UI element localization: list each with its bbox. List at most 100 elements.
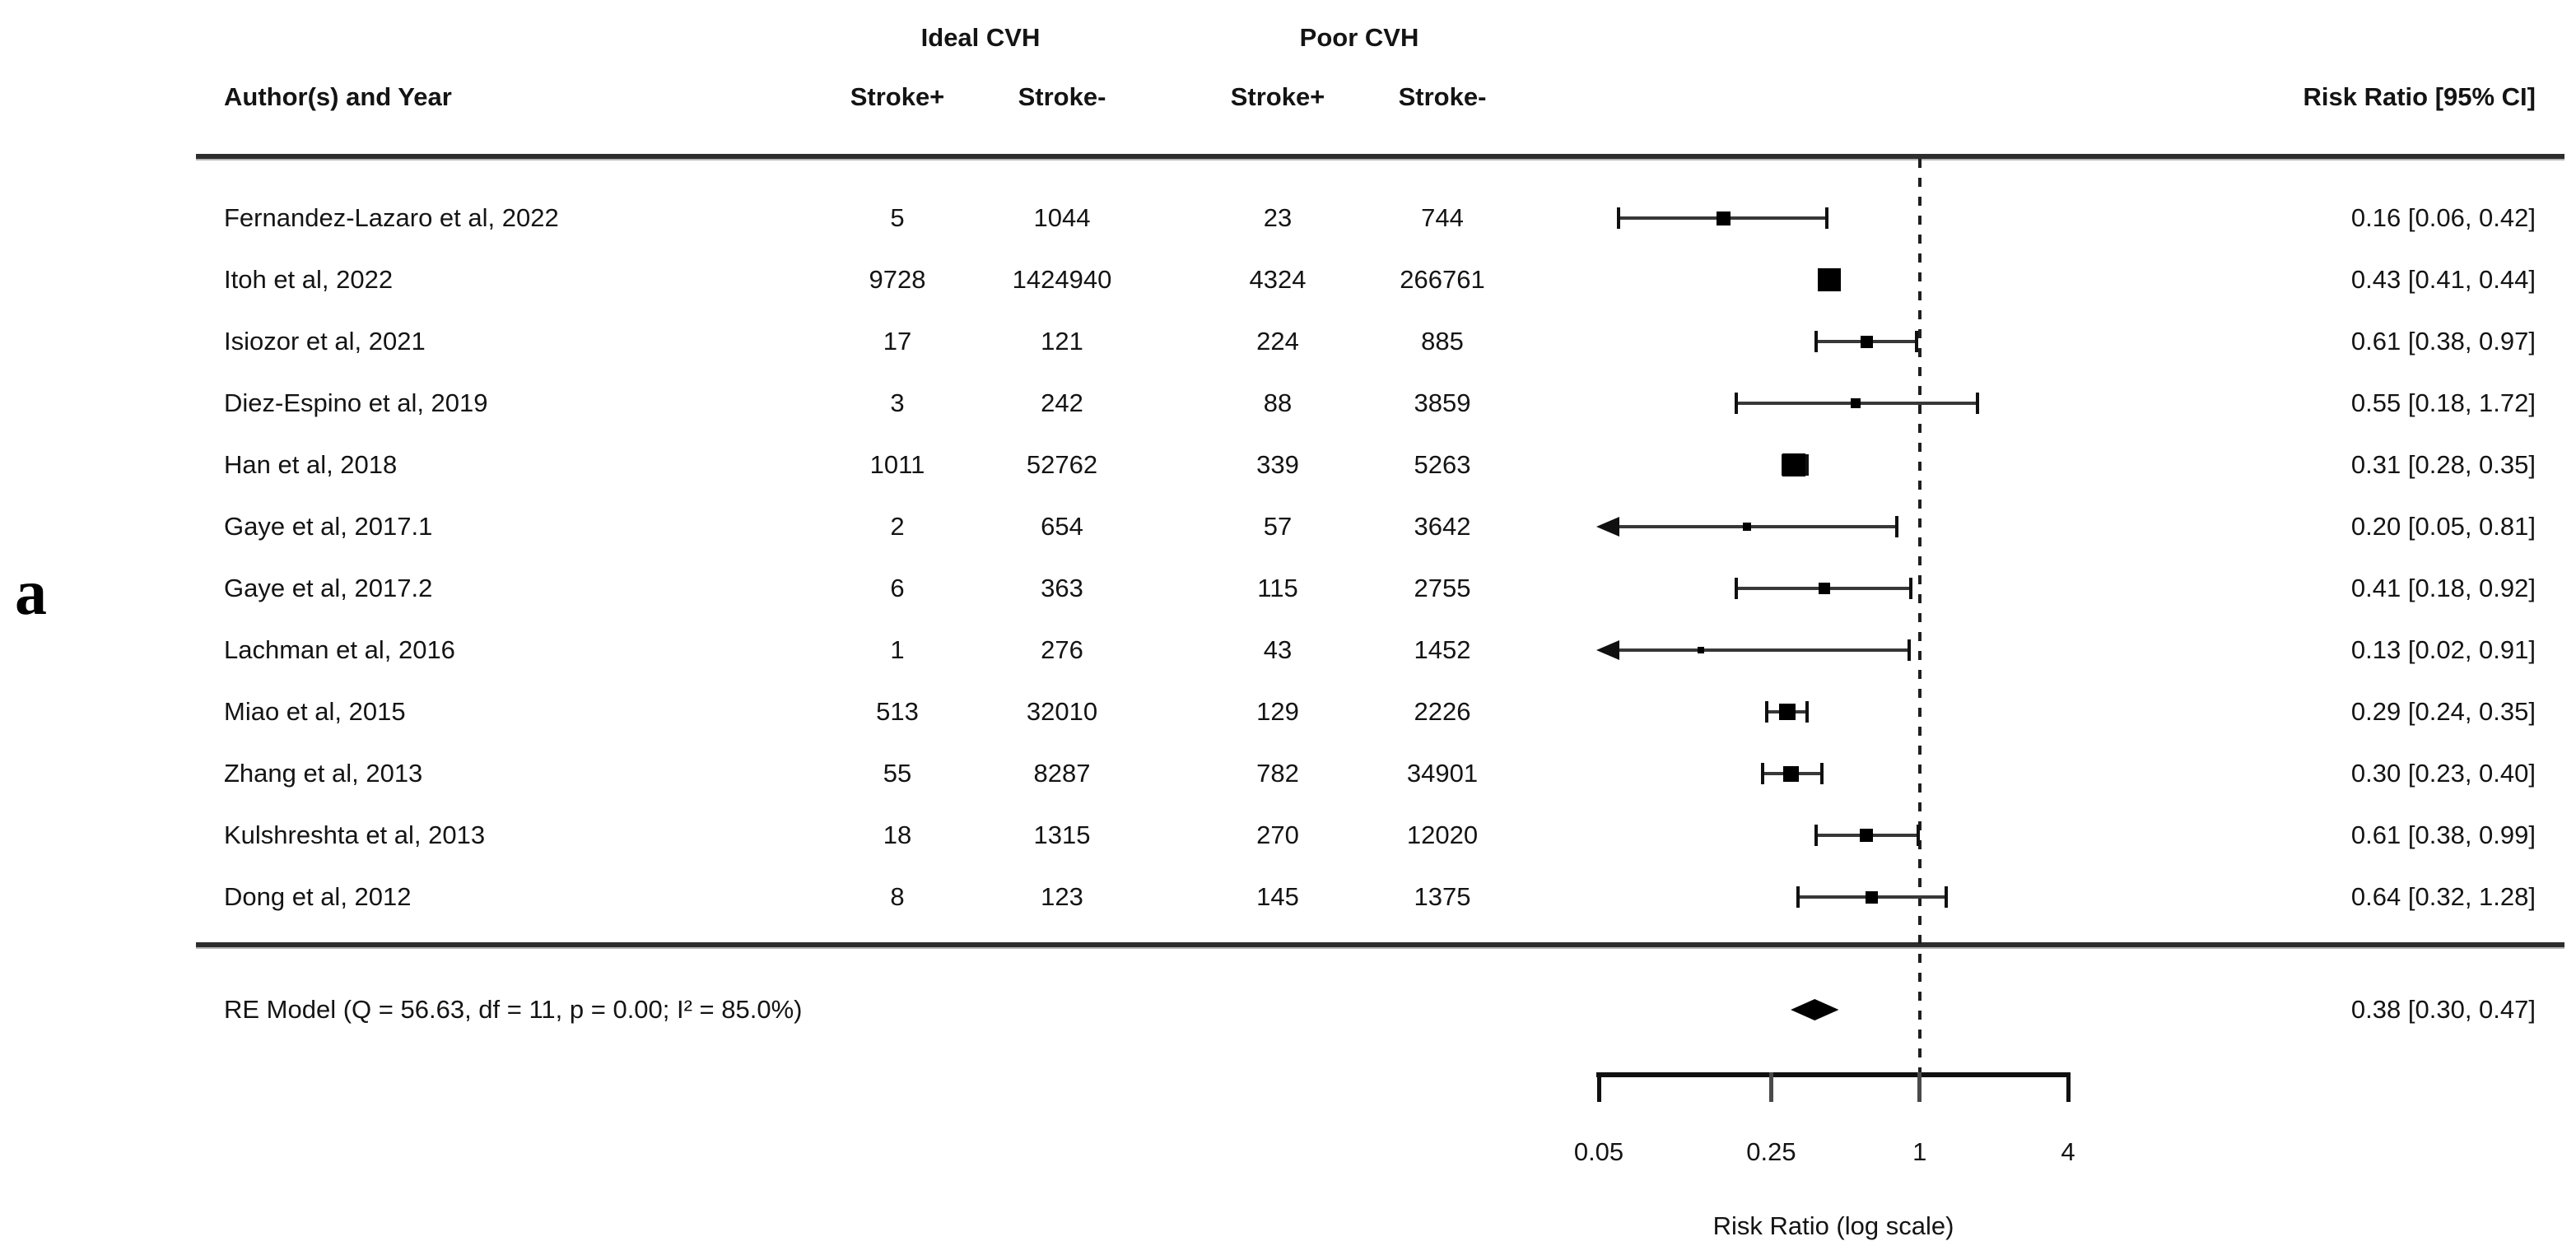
x-axis-tick: [1917, 1072, 1922, 1102]
study-poor-stroke-pos-value: 270: [1256, 820, 1299, 849]
study-ideal-stroke-neg-value: 276: [1041, 635, 1083, 664]
ci-left-cap: [1616, 207, 1620, 229]
study-poor-stroke-pos-value: 23: [1263, 203, 1293, 232]
study-risk-ratio-ci-value: 0.64 [0.32, 1.28]: [2350, 882, 2536, 911]
study-risk-ratio-ci-value: 0.31 [0.28, 0.35]: [2350, 450, 2536, 479]
summary-diamond: [1791, 999, 1839, 1020]
study-poor-stroke-neg-value: 3859: [1414, 388, 1471, 417]
study-point-estimate-square: [1743, 523, 1752, 531]
ci-left-cap: [1760, 763, 1764, 784]
study-poor-stroke-neg-value: 744: [1421, 203, 1464, 232]
ci-right-cap: [1895, 516, 1899, 537]
x-axis-tick: [1768, 1072, 1773, 1102]
study-point-estimate-square: [1860, 829, 1874, 842]
study-author-label: Diez-Espino et al, 2019: [224, 388, 488, 417]
study-ideal-stroke-neg-value: 8287: [1033, 759, 1091, 788]
study-ideal-stroke-pos-value: 2: [890, 512, 905, 541]
study-point-estimate-square: [1782, 765, 1799, 782]
column-header-author: Author(s) and Year: [224, 82, 452, 111]
study-risk-ratio-ci-value: 0.20 [0.05, 0.81]: [2350, 512, 2536, 541]
column-header-risk-ratio-ci: Risk Ratio [95% CI]: [2303, 82, 2536, 111]
ci-right-cap: [1917, 825, 1921, 846]
study-ideal-stroke-neg-value: 121: [1041, 327, 1083, 356]
study-point-estimate-square: [1866, 890, 1879, 904]
x-axis-line: [1596, 1072, 2071, 1077]
study-poor-stroke-pos-value: 339: [1256, 450, 1299, 479]
x-axis-tick-label: 0.25: [1746, 1137, 1796, 1166]
study-poor-stroke-neg-value: 1452: [1414, 635, 1471, 664]
ci-clipped-left-arrow-icon: [1596, 640, 1619, 660]
study-risk-ratio-ci-value: 0.13 [0.02, 0.91]: [2350, 635, 2536, 664]
ci-left-cap: [1814, 331, 1818, 352]
study-poor-stroke-neg-value: 266761: [1400, 265, 1485, 294]
study-ideal-stroke-pos-value: 8: [890, 882, 905, 911]
study-poor-stroke-pos-value: 145: [1256, 882, 1299, 911]
study-point-estimate-square: [1782, 453, 1806, 476]
study-ideal-stroke-pos-value: 5: [890, 203, 905, 232]
ci-left-cap: [1814, 825, 1818, 846]
study-ideal-stroke-neg-value: 52762: [1026, 450, 1098, 479]
study-ideal-stroke-pos-value: 1011: [869, 450, 925, 479]
study-ideal-stroke-pos-value: 17: [883, 327, 912, 356]
study-author-label: Itoh et al, 2022: [224, 265, 394, 294]
ci-left-cap: [1734, 578, 1738, 599]
ci-right-cap: [1805, 701, 1810, 723]
study-ideal-stroke-pos-value: 1: [890, 635, 905, 664]
study-poor-stroke-pos-value: 129: [1256, 697, 1299, 726]
ci-right-cap: [1908, 639, 1912, 661]
study-poor-stroke-pos-value: 224: [1256, 327, 1299, 356]
study-author-label: Dong et al, 2012: [224, 882, 412, 911]
x-axis-tick-label: 0.05: [1573, 1137, 1624, 1166]
study-author-label: Gaye et al, 2017.2: [224, 574, 433, 602]
x-axis-title: Risk Ratio (log scale): [1712, 1211, 1954, 1240]
ci-left-cap: [1796, 886, 1800, 908]
reference-line-rr-1: [1917, 159, 1922, 1100]
study-ideal-stroke-neg-value: 654: [1041, 512, 1083, 541]
group-header-poor-cvh: Poor CVH: [1299, 23, 1419, 52]
study-ideal-stroke-neg-value: 1424940: [1012, 265, 1112, 294]
study-ideal-stroke-pos-value: 513: [876, 697, 919, 726]
study-poor-stroke-neg-value: 3642: [1414, 512, 1471, 541]
x-axis-tick-label: 4: [2061, 1137, 2075, 1166]
ci-clipped-left-arrow-icon: [1596, 517, 1619, 537]
study-risk-ratio-ci-value: 0.43 [0.41, 0.44]: [2350, 265, 2536, 294]
study-risk-ratio-ci-value: 0.61 [0.38, 0.97]: [2350, 327, 2536, 356]
study-ideal-stroke-pos-value: 6: [890, 574, 905, 602]
column-header-ideal-stroke-pos: Stroke+: [850, 82, 945, 111]
study-author-label: Fernandez-Lazaro et al, 2022: [224, 203, 559, 232]
study-poor-stroke-pos-value: 88: [1263, 388, 1293, 417]
column-header-ideal-stroke-neg: Stroke-: [1018, 82, 1106, 111]
study-author-label: Han et al, 2018: [224, 450, 398, 479]
study-point-estimate-square: [1716, 211, 1731, 225]
study-author-label: Isiozor et al, 2021: [224, 327, 426, 356]
ci-right-cap: [1819, 763, 1824, 784]
study-author-label: Kulshreshta et al, 2013: [224, 820, 486, 849]
ci-right-cap: [1944, 886, 1948, 908]
study-risk-ratio-ci-value: 0.29 [0.24, 0.35]: [2350, 697, 2536, 726]
confidence-interval-whisker: [1615, 648, 1910, 652]
study-risk-ratio-ci-value: 0.55 [0.18, 1.72]: [2350, 388, 2536, 417]
summary-model-label: RE Model (Q = 56.63, df = 11, p = 0.00; …: [224, 995, 803, 1024]
study-poor-stroke-neg-value: 885: [1421, 327, 1464, 356]
study-ideal-stroke-pos-value: 3: [890, 388, 905, 417]
study-author-label: Miao et al, 2015: [224, 697, 406, 726]
study-poor-stroke-neg-value: 1375: [1414, 882, 1471, 911]
study-point-estimate-square: [1850, 398, 1861, 408]
ci-right-cap: [1914, 331, 1918, 352]
ci-right-cap: [1805, 454, 1810, 476]
column-header-poor-stroke-pos: Stroke+: [1230, 82, 1325, 111]
confidence-interval-whisker: [1615, 525, 1898, 528]
study-poor-stroke-neg-value: 34901: [1406, 759, 1479, 788]
summary-risk-ratio-ci-value: 0.38 [0.30, 0.47]: [2350, 995, 2536, 1024]
ci-right-cap: [1824, 207, 1828, 229]
study-poor-stroke-pos-value: 43: [1263, 635, 1293, 664]
ci-right-cap: [1976, 393, 1980, 414]
study-risk-ratio-ci-value: 0.61 [0.38, 0.99]: [2350, 820, 2536, 849]
x-axis-tick: [2066, 1072, 2071, 1102]
study-poor-stroke-pos-value: 782: [1256, 759, 1299, 788]
summary-separator-rule: [196, 942, 2564, 947]
study-poor-stroke-neg-value: 2226: [1414, 697, 1471, 726]
study-poor-stroke-pos-value: 115: [1257, 574, 1298, 602]
study-author-label: Gaye et al, 2017.1: [224, 512, 433, 541]
ci-right-cap: [1908, 578, 1912, 599]
